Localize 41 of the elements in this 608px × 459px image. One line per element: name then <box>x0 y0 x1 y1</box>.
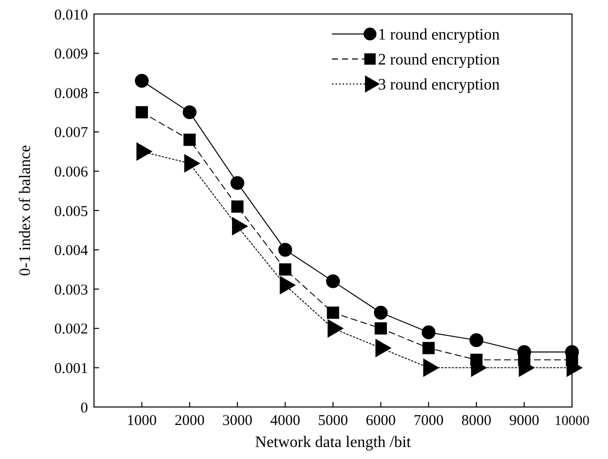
y-tick-label: 0.004 <box>54 243 88 260</box>
y-tick-label: 0.009 <box>54 46 88 63</box>
point <box>374 322 387 335</box>
x-tick-label: 9000 <box>509 413 540 429</box>
x-tick-label: 3000 <box>222 413 252 429</box>
y-axis-title: 0-1 index of balance <box>17 144 34 276</box>
y-tick-label: 0.005 <box>54 204 88 220</box>
y-tick-label: 0.008 <box>54 86 88 102</box>
legend-label: 1 round encryption <box>378 26 500 44</box>
y-tick-label: 0.002 <box>54 322 88 338</box>
y-tick-label: 0 <box>80 400 88 416</box>
point <box>231 200 244 213</box>
y-tick-label: 0.001 <box>54 360 88 377</box>
point <box>326 306 340 319</box>
point <box>326 274 340 288</box>
legend-label: 2 round encryption <box>378 52 500 69</box>
point <box>278 242 292 257</box>
x-tick-label: 7000 <box>414 413 444 429</box>
point <box>422 342 435 354</box>
y-tick-label: 0.003 <box>54 282 88 298</box>
y-tick-label: 0.006 <box>54 164 88 180</box>
point <box>279 263 292 276</box>
point <box>230 176 244 190</box>
x-tick-label: 10000 <box>554 414 590 429</box>
y-tick-label: 0.010 <box>54 7 88 24</box>
point <box>183 134 196 146</box>
point <box>136 106 148 118</box>
point <box>422 325 436 340</box>
point <box>182 105 197 120</box>
x-tick-label: 5000 <box>318 413 348 429</box>
x-tick-label: 8000 <box>461 413 492 429</box>
y-tick-label: 0.007 <box>54 125 88 142</box>
x-tick-label: 4000 <box>270 413 300 429</box>
legend-label: 3 round encryption <box>378 76 500 94</box>
x-tick-label: 6000 <box>366 413 396 429</box>
x-tick-label: 1000 <box>126 413 157 429</box>
point <box>469 333 484 348</box>
point <box>374 306 388 320</box>
x-tick-label: 2000 <box>174 413 205 429</box>
point <box>134 74 149 88</box>
x-axis-title: Network data length /bit <box>255 434 412 451</box>
